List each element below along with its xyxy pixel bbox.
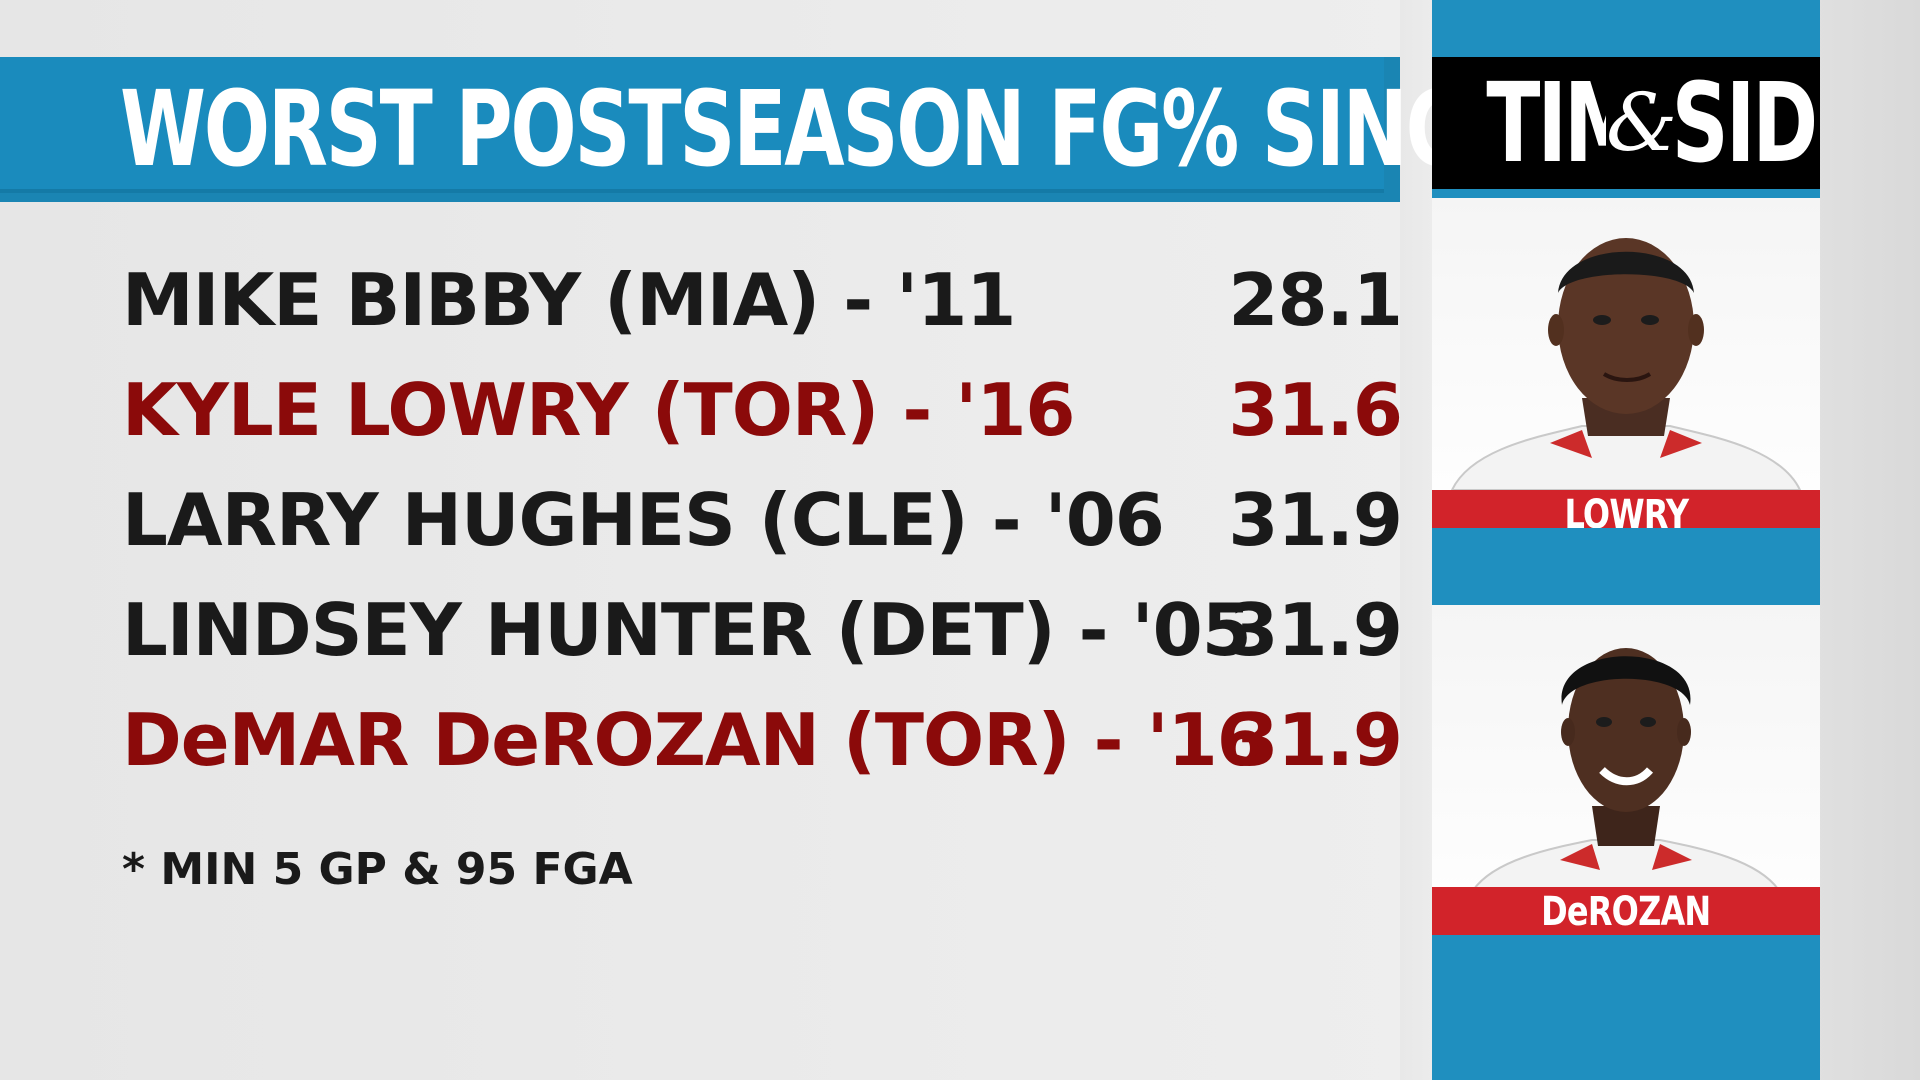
player-headshot-icon — [1470, 648, 1782, 893]
fg-percentage: 31.6 — [1228, 368, 1403, 452]
player-name: KYLE LOWRY (TOR) - '16 — [122, 368, 1076, 452]
page-title: WORST POSTSEASON FG% SINCE '02 — [120, 68, 1664, 190]
player-label: DeROZAN — [1432, 887, 1820, 935]
stat-row-4: LINDSEY HUNTER (DET) - '05 31.9 — [122, 575, 1403, 685]
player-name: MIKE BIBBY (MIA) - '11 — [122, 258, 1016, 342]
stats-list: MIKE BIBBY (MIA) - '11 28.1 KYLE LOWRY (… — [122, 245, 1403, 795]
player-name: LINDSEY HUNTER (DET) - '05 — [122, 588, 1252, 672]
show-logo: TIM SID & — [1432, 57, 1820, 189]
footnote: * MIN 5 GP & 95 FGA — [122, 844, 633, 895]
stat-row-5: DeMAR DeROZAN (TOR) - '16 31.9 — [122, 685, 1403, 795]
player-card-derozan: DeROZAN — [1432, 605, 1820, 935]
fg-percentage: 31.9 — [1228, 478, 1403, 562]
player-headshot-icon — [1450, 238, 1802, 490]
fg-percentage: 31.9 — [1228, 698, 1403, 782]
fg-percentage: 31.9 — [1228, 588, 1403, 672]
title-banner: WORST POSTSEASON FG% SINCE '02 — [0, 57, 1664, 202]
player-name: DeMAR DeROZAN (TOR) - '16 — [122, 698, 1267, 782]
fg-percentage: 28.1 — [1228, 258, 1403, 342]
player-label: LOWRY — [1432, 490, 1820, 528]
title-banner-inner: WORST POSTSEASON FG% SINCE '02 — [0, 57, 1664, 193]
stat-row-1: MIKE BIBBY (MIA) - '11 28.1 — [122, 245, 1403, 355]
stat-row-3: LARRY HUGHES (CLE) - '06 31.9 — [122, 465, 1403, 575]
logo-ampersand: & — [1606, 65, 1677, 181]
player-card-lowry: LOWRY — [1432, 198, 1820, 528]
stat-row-2: KYLE LOWRY (TOR) - '16 31.6 — [122, 355, 1403, 465]
logo-right: SID — [1671, 59, 1819, 187]
player-name: LARRY HUGHES (CLE) - '06 — [122, 478, 1165, 562]
